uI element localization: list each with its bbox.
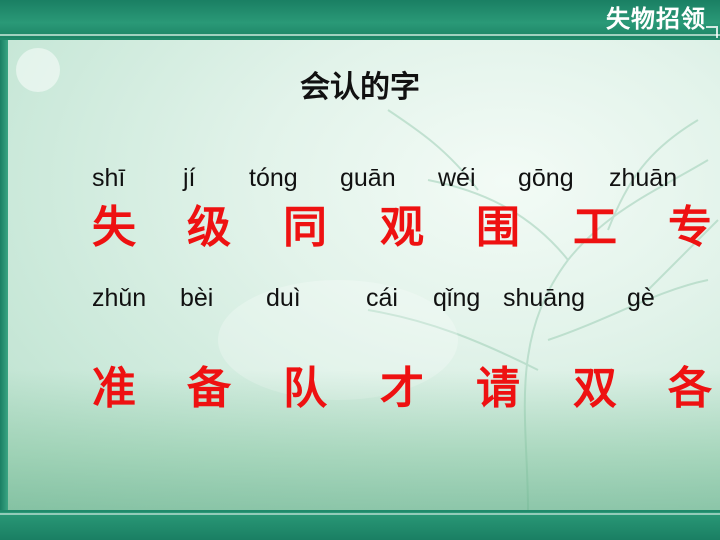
footer-bar xyxy=(0,512,720,540)
hanzi-cai: 才 xyxy=(380,363,424,414)
grass-background xyxy=(8,370,720,510)
hanzi-shi: 失 xyxy=(92,202,136,253)
section-heading: 会认的字 xyxy=(300,70,420,105)
header-divider xyxy=(0,34,720,36)
pinyin-wei: wéi xyxy=(438,164,476,192)
hanzi-shuang: 双 xyxy=(573,363,617,414)
hanzi-guan: 观 xyxy=(380,202,424,253)
footer-divider xyxy=(0,513,720,515)
hanzi-tong: 同 xyxy=(283,202,327,253)
pinyin-tong: tóng xyxy=(249,164,298,192)
hanzi-zhuan: 专 xyxy=(668,202,712,253)
slide-panel xyxy=(8,40,720,510)
pinyin-dui: duì xyxy=(266,284,301,312)
pinyin-qing: qǐng xyxy=(433,284,481,312)
hanzi-dui: 队 xyxy=(283,363,327,414)
hanzi-bei: 备 xyxy=(187,363,231,414)
pinyin-gong: gōng xyxy=(518,164,574,192)
hanzi-wei: 围 xyxy=(476,202,520,253)
pinyin-ge: gè xyxy=(627,284,655,312)
pinyin-guan: guān xyxy=(340,164,396,192)
pinyin-zhun: zhǔn xyxy=(92,284,147,312)
pinyin-ji: jí xyxy=(183,164,196,192)
hanzi-gong: 工 xyxy=(573,202,617,253)
hanzi-qing: 请 xyxy=(476,363,520,414)
pinyin-bei: bèi xyxy=(180,284,214,312)
pinyin-cai: cái xyxy=(366,284,398,312)
pinyin-zhuan: zhuān xyxy=(609,164,678,192)
panel-left-edge xyxy=(0,40,8,510)
pinyin-shi: shī xyxy=(92,164,126,192)
pinyin-shuang: shuāng xyxy=(503,284,586,312)
hanzi-ji: 级 xyxy=(187,202,231,253)
hanzi-zhun: 准 xyxy=(92,363,136,414)
hanzi-ge: 各 xyxy=(668,363,712,414)
header-bar xyxy=(0,0,720,38)
corner-bracket-icon xyxy=(706,26,718,38)
page-title: 失物招领 xyxy=(606,5,706,33)
